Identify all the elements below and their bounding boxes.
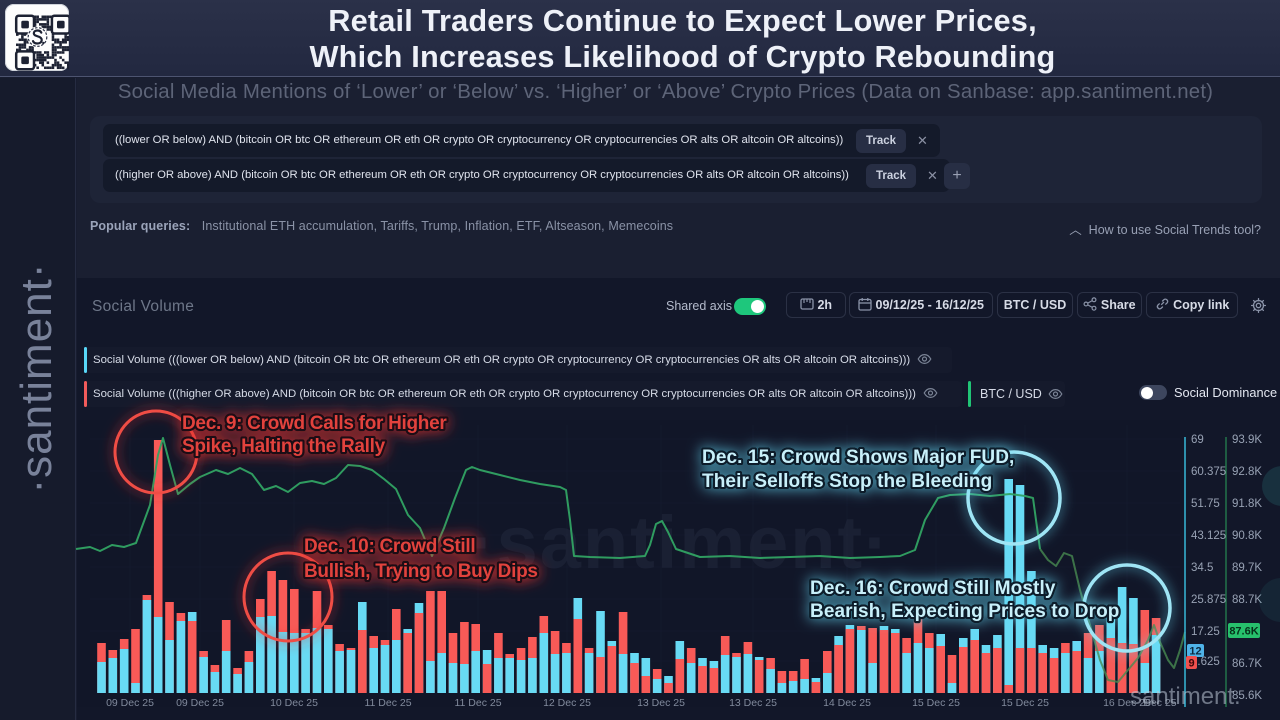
svg-text:11 Dec 25: 11 Dec 25 — [454, 697, 501, 709]
svg-text:09 Dec 25: 09 Dec 25 — [176, 697, 224, 709]
svg-text:90.8K: 90.8K — [1232, 530, 1262, 542]
svg-text:Dec. 15: Crowd Shows Major FUD: Dec. 15: Crowd Shows Major FUD, — [702, 447, 1014, 468]
svg-text:88.7K: 88.7K — [1232, 594, 1262, 606]
svg-text:93.9K: 93.9K — [1232, 434, 1262, 446]
svg-text:85.6K: 85.6K — [1232, 690, 1262, 702]
svg-text:Bearish, Expecting Prices to D: Bearish, Expecting Prices to Drop — [810, 601, 1120, 622]
svg-text:34.5: 34.5 — [1191, 562, 1213, 574]
svg-text:Dec. 16: Crowd Still Mostly: Dec. 16: Crowd Still Mostly — [810, 578, 1056, 599]
svg-text:69: 69 — [1191, 434, 1204, 446]
svg-text:12 Dec 25: 12 Dec 25 — [543, 697, 591, 709]
svg-text:Dec. 9: Crowd Calls for Higher: Dec. 9: Crowd Calls for Higher — [182, 413, 447, 434]
svg-text:13 Dec 25: 13 Dec 25 — [729, 697, 777, 709]
svg-text:8.625: 8.625 — [1191, 656, 1220, 668]
svg-text:16 Dec 25: 16 Dec 25 — [1103, 697, 1151, 709]
svg-text:Bullish, Trying to Buy Dips: Bullish, Trying to Buy Dips — [304, 561, 538, 582]
svg-text:·santiment·: ·santiment· — [470, 501, 891, 584]
svg-text:86.7K: 86.7K — [1232, 658, 1262, 670]
svg-text:91.8K: 91.8K — [1232, 498, 1262, 510]
svg-text:9: 9 — [1188, 658, 1194, 670]
svg-text:11 Dec 25: 11 Dec 25 — [364, 697, 411, 709]
svg-text:92.8K: 92.8K — [1232, 466, 1262, 478]
svg-text:Their Selloffs Stop the Bleedi: Their Selloffs Stop the Bleeding — [702, 471, 992, 492]
svg-text:51.75: 51.75 — [1191, 498, 1220, 510]
svg-text:09 Dec 25: 09 Dec 25 — [106, 697, 154, 709]
svg-text:60.375: 60.375 — [1191, 466, 1226, 478]
svg-text:14 Dec 25: 14 Dec 25 — [823, 697, 871, 709]
svg-text:10 Dec 25: 10 Dec 25 — [270, 697, 318, 709]
svg-text:13 Dec 25: 13 Dec 25 — [637, 697, 685, 709]
svg-text:89.7K: 89.7K — [1232, 562, 1262, 574]
svg-text:25.875: 25.875 — [1191, 594, 1226, 606]
svg-text:43.125: 43.125 — [1191, 530, 1226, 542]
svg-text:Dec 25: Dec 25 — [1143, 697, 1176, 709]
svg-text:Spike, Halting the Rally: Spike, Halting the Rally — [182, 436, 386, 457]
svg-text:12: 12 — [1189, 646, 1201, 658]
svg-text:15 Dec 25: 15 Dec 25 — [1001, 697, 1049, 709]
svg-text:15 Dec 25: 15 Dec 25 — [912, 697, 960, 709]
svg-text:87.6K: 87.6K — [1229, 626, 1258, 638]
svg-text:17.25: 17.25 — [1191, 626, 1220, 638]
svg-text:santiment.: santiment. — [1130, 683, 1241, 710]
svg-text:Dec. 10: Crowd Still: Dec. 10: Crowd Still — [304, 536, 475, 557]
